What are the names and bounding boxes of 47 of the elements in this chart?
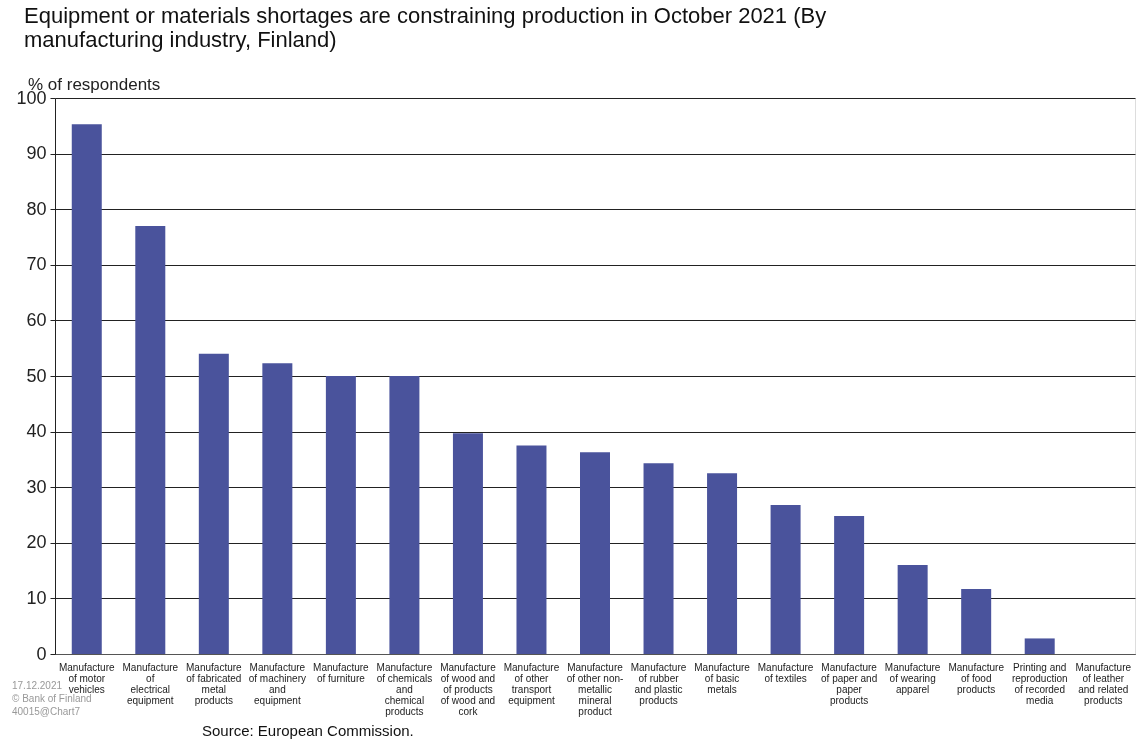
x-tick-label: Manufacture of paper and paper products <box>821 661 878 706</box>
bar <box>897 565 928 654</box>
x-tick-label: Manufacture of chemicals and chemical products <box>376 661 433 717</box>
y-tick-label: 10 <box>26 587 47 608</box>
x-tick-label: Manufacture of electrical equipment <box>122 661 179 706</box>
bar <box>452 433 483 654</box>
x-tick-label: Printing and reproduction of recorded media <box>1011 661 1068 706</box>
bar <box>961 588 992 654</box>
x-tick-label: Manufacture of wood and of products of wood and cork <box>440 661 497 717</box>
x-tick-label: Manufacture of food products <box>948 661 1005 695</box>
chart-title: Equipment or materials shortages are constraining production in October 2021 (By manufacturing industry, Finland) <box>24 3 827 52</box>
bar <box>580 452 610 654</box>
bar <box>135 225 166 654</box>
x-tick-label: Manufacture of rubber and plastic products <box>630 661 687 706</box>
text: 40015@Chart7 <box>12 706 81 717</box>
bar <box>770 504 801 654</box>
bar <box>198 353 229 654</box>
y-tick-label: 0 <box>36 643 47 664</box>
x-tick-label: Manufacture of leather and related products <box>1075 661 1132 706</box>
bar <box>1024 638 1055 654</box>
bar <box>834 516 865 654</box>
text: © Bank of Finland <box>12 693 92 704</box>
bar <box>325 376 356 654</box>
y-tick-label: 90 <box>26 143 47 164</box>
x-tick-label: Manufacture of furniture <box>313 661 370 684</box>
x-tick-label: Manufacture of basic metals <box>694 661 751 695</box>
bar <box>707 473 738 654</box>
y-tick-label: 20 <box>26 532 47 553</box>
bar <box>516 445 547 654</box>
y-tick-label: 50 <box>26 365 47 386</box>
x-tick-label: Manufacture of textiles <box>757 661 814 684</box>
bar <box>71 124 102 654</box>
y-tick-label: 70 <box>26 254 47 275</box>
text: 17.12.2021 <box>12 680 63 691</box>
x-tick-label: Manufacture of other transport equipment <box>503 661 560 706</box>
x-tick-label: Manufacture of other non- metallic mineral product <box>566 661 624 717</box>
bar <box>643 463 674 654</box>
bar <box>262 363 293 654</box>
y-tick-label: 60 <box>26 309 47 330</box>
x-tick-label: Manufacture of wearing apparel <box>884 661 941 695</box>
y-tick-label: 80 <box>26 198 47 219</box>
source-note: Source: European Commission. <box>202 722 414 739</box>
x-tick-label: Manufacture of machinery and equipment <box>248 661 306 706</box>
y-tick-label: 30 <box>26 476 47 497</box>
bar <box>389 376 420 654</box>
x-tick-label: Manufacture of fabricated metal products <box>186 661 243 706</box>
y-tick-label: 40 <box>26 421 47 442</box>
